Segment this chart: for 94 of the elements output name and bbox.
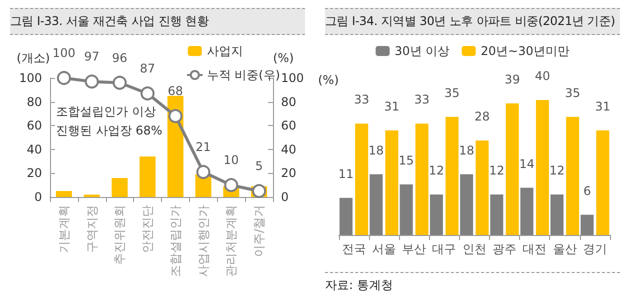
bar <box>550 194 564 235</box>
legend-label: 사업지 <box>206 44 243 58</box>
x-tick-label: 서울 <box>372 242 396 256</box>
y2-tick-label: 40 <box>281 142 296 156</box>
x-tick-label: 부산 <box>402 242 426 256</box>
data-label: 40 <box>534 69 550 83</box>
legend-label: 누적 비중(우) <box>206 68 280 82</box>
data-label: 87 <box>140 61 156 76</box>
bar <box>536 100 549 235</box>
y-tick-label: 0 <box>34 190 42 204</box>
y2-tick-label: 0 <box>281 190 289 204</box>
point <box>84 74 99 89</box>
data-label: 6 <box>583 184 591 198</box>
y-tick-label: 60 <box>26 118 42 133</box>
bar <box>490 194 504 235</box>
bar <box>385 130 398 235</box>
bar <box>566 116 580 235</box>
y2-tick-label: 20 <box>281 166 296 180</box>
data-label: 18 <box>458 143 474 158</box>
annotation: 조합설립인가 이상 진행된 사업장 68% <box>56 104 162 138</box>
chart-title: 그림 Ⅰ-34. 지역별 30년 노후 아파트 비중(2021년 기준) <box>325 8 620 35</box>
y-tick-label: 100 <box>19 71 42 85</box>
data-label: 28 <box>474 110 490 124</box>
data-label: 31 <box>595 99 610 114</box>
x-tick-label: 조합설립인가 <box>168 205 182 277</box>
legend-label: 30년 이상 <box>394 44 450 58</box>
point <box>140 86 155 100</box>
bar <box>506 103 519 235</box>
data-label: 12 <box>489 164 504 178</box>
y2-tick-label: 60 <box>281 118 296 133</box>
y2-axis-title: (%) <box>273 51 294 65</box>
bar <box>476 140 489 235</box>
bar <box>580 214 594 235</box>
data-label: 15 <box>398 153 414 168</box>
point <box>112 76 127 90</box>
bar <box>430 194 443 235</box>
data-label: 35 <box>444 86 460 100</box>
data-label: 21 <box>196 140 211 154</box>
x-tick-label: 대구 <box>432 242 456 256</box>
bar <box>140 156 156 197</box>
x-tick-label: 추진위원회 <box>112 205 127 265</box>
bar <box>460 174 474 235</box>
x-tick-label: 전국 <box>342 242 366 256</box>
data-label: 11 <box>338 166 354 181</box>
data-label: 33 <box>354 92 370 107</box>
y-tick-label: 20 <box>26 166 42 180</box>
data-label: 97 <box>84 50 100 64</box>
x-tick-label: 경기 <box>582 242 607 256</box>
y-tick-label: 40 <box>26 142 42 156</box>
data-label: 10 <box>224 153 239 168</box>
x-tick-label: 인천 <box>462 242 486 256</box>
data-label: 31 <box>384 99 400 114</box>
bar <box>340 198 353 235</box>
x-tick-label: 이주/철거 <box>252 205 266 258</box>
x-tick-label: 안전진단 <box>140 205 155 253</box>
x-tick-label: 기본계획 <box>56 205 71 253</box>
x-tick-label: 구역지정 <box>84 205 99 253</box>
data-label: 100 <box>52 46 76 60</box>
x-tick-label: 광주 <box>492 242 517 256</box>
point <box>224 178 238 192</box>
data-label: 68 <box>168 84 184 98</box>
data-label: 5 <box>255 159 263 174</box>
bar <box>112 178 128 197</box>
bar <box>596 130 610 235</box>
data-label: 39 <box>504 72 520 86</box>
bar <box>56 191 72 197</box>
y-axis-title: (%) <box>318 73 339 87</box>
data-label: 35 <box>564 86 580 100</box>
data-label: 33 <box>414 92 430 107</box>
x-tick-label: 울산 <box>552 242 577 256</box>
x-tick-label: 사업시행인가 <box>196 205 210 277</box>
data-label: 12 <box>549 164 565 178</box>
point <box>56 71 71 85</box>
y-tick-label: 80 <box>26 94 42 109</box>
legend-label: 20년~30년미만 <box>480 44 570 58</box>
data-label: 12 <box>428 164 444 178</box>
y2-tick-label: 100 <box>281 71 304 85</box>
point <box>168 109 182 124</box>
point <box>196 165 210 180</box>
text: 자료: 통계청 <box>325 277 394 294</box>
bar <box>370 174 383 235</box>
data-label: 14 <box>519 156 534 171</box>
bar <box>446 116 459 235</box>
y2-tick-label: 80 <box>281 94 296 109</box>
bar <box>355 124 368 235</box>
bar <box>520 188 534 235</box>
bar <box>415 124 428 235</box>
x-tick-label: 대전 <box>522 242 547 256</box>
bar <box>400 184 413 235</box>
chart-title: 그림 Ⅰ-33. 서울 재건축 사업 진행 현황 <box>10 8 305 35</box>
x-tick-label: 관리처분계획 <box>224 205 238 277</box>
data-label: 96 <box>112 50 128 65</box>
y-axis-title: (개소) <box>16 51 50 65</box>
data-label: 18 <box>368 143 384 158</box>
